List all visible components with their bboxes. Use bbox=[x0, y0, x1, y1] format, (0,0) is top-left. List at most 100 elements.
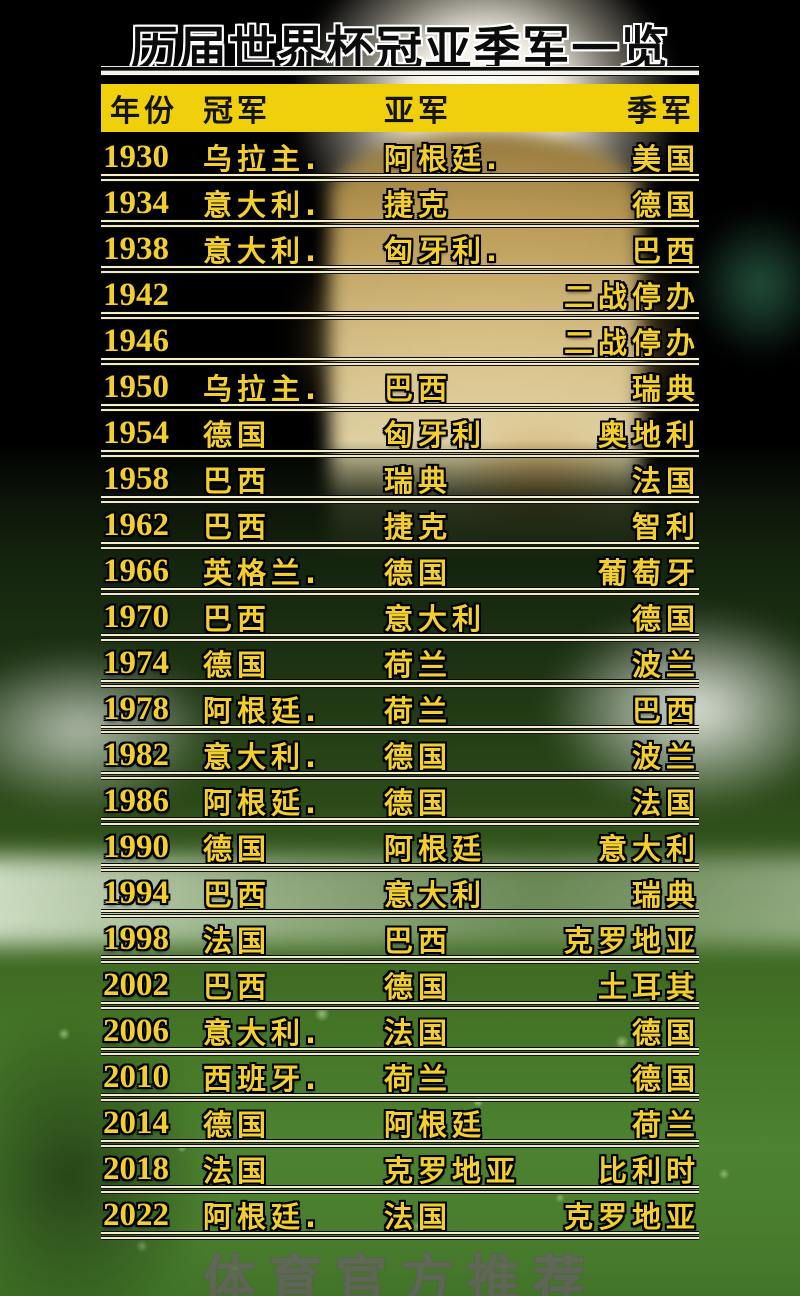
row-divider bbox=[101, 449, 699, 458]
row-divider bbox=[101, 1047, 699, 1056]
third-place-cell: 巴西 bbox=[631, 694, 700, 728]
third-place-cell: 法国 bbox=[631, 786, 700, 820]
champion-cell: 德国 bbox=[203, 648, 272, 682]
table-row: 1970 巴西 意大利 德国 bbox=[101, 596, 699, 642]
champion-cell: 巴西 bbox=[203, 878, 272, 912]
year-cell: 1970 bbox=[103, 598, 169, 635]
row-divider bbox=[101, 863, 699, 872]
year-cell: 1930 bbox=[103, 138, 169, 175]
third-place-cell: 克罗地亚 bbox=[563, 1200, 700, 1234]
table-header-row: 年份 冠军 亚军 季军 bbox=[101, 84, 699, 132]
table-row: 2014 德国 阿根廷 荷兰 bbox=[101, 1102, 699, 1148]
table-row: 2022 阿根廷. 法国 克罗地亚 bbox=[101, 1194, 699, 1240]
runner-up-cell: 克罗地亚 bbox=[384, 1154, 521, 1188]
row-divider bbox=[101, 1001, 699, 1010]
third-place-cell: 巴西 bbox=[631, 234, 700, 268]
runner-up-cell: 阿根廷 bbox=[384, 832, 487, 866]
year-cell: 2014 bbox=[103, 1104, 169, 1141]
year-cell: 1994 bbox=[103, 874, 169, 911]
row-divider bbox=[101, 771, 699, 780]
runner-up-cell: 巴西 bbox=[384, 924, 453, 958]
table-row: 1994 巴西 意大利 瑞典 bbox=[101, 872, 699, 918]
table-row: 1962 巴西 捷克 智利 bbox=[101, 504, 699, 550]
year-cell: 2002 bbox=[103, 966, 169, 1003]
table-row: 1930 乌拉主. 阿根廷. 美国 bbox=[101, 136, 699, 182]
champion-cell: 阿根延. bbox=[203, 786, 322, 820]
year-cell: 2006 bbox=[103, 1012, 169, 1049]
champion-cell: 阿根廷. bbox=[203, 694, 322, 728]
row-divider bbox=[101, 311, 699, 320]
third-place-cell: 德国 bbox=[631, 1016, 700, 1050]
runner-up-cell: 阿根廷 bbox=[384, 1108, 487, 1142]
table-row: 1966 英格兰. 德国 葡萄牙 bbox=[101, 550, 699, 596]
row-divider bbox=[101, 587, 699, 596]
third-place-cell: 葡萄牙 bbox=[597, 556, 700, 590]
third-place-cell: 比利时 bbox=[597, 1154, 700, 1188]
table-row: 1938 意大利. 匈牙利. 巴西 bbox=[101, 228, 699, 274]
row-divider bbox=[101, 495, 699, 504]
year-cell: 1966 bbox=[103, 552, 169, 589]
table-row: 1954 德国 匈牙利 奥地利 bbox=[101, 412, 699, 458]
table-row: 2018 法国 克罗地亚 比利时 bbox=[101, 1148, 699, 1194]
champion-cell: 英格兰. bbox=[203, 556, 322, 590]
champion-cell: 西班牙. bbox=[203, 1062, 322, 1096]
table-row: 1978 阿根廷. 荷兰 巴西 bbox=[101, 688, 699, 734]
third-place-cell: 智利 bbox=[631, 510, 700, 544]
runner-up-cell: 德国 bbox=[384, 786, 453, 820]
year-cell: 1950 bbox=[103, 368, 169, 405]
table-row: 2002 巴西 德国 土耳其 bbox=[101, 964, 699, 1010]
row-divider bbox=[101, 909, 699, 918]
table-row: 1946 二战停办 bbox=[101, 320, 699, 366]
row-divider bbox=[101, 633, 699, 642]
year-cell: 1998 bbox=[103, 920, 169, 957]
row-divider bbox=[101, 725, 699, 734]
row-divider bbox=[101, 679, 699, 688]
row-divider bbox=[101, 357, 699, 366]
row-divider bbox=[101, 1185, 699, 1194]
champion-cell: 乌拉主. bbox=[203, 372, 322, 406]
year-cell: 1982 bbox=[103, 736, 169, 773]
row-divider bbox=[101, 817, 699, 826]
year-cell: 1958 bbox=[103, 460, 169, 497]
champion-cell: 巴西 bbox=[203, 510, 272, 544]
third-place-cell: 法国 bbox=[631, 464, 700, 498]
champion-cell: 意大利. bbox=[203, 1016, 322, 1050]
header-year: 年份 bbox=[110, 94, 178, 129]
runner-up-cell: 法国 bbox=[384, 1016, 453, 1050]
background-green-patch bbox=[690, 210, 800, 360]
table-row: 1950 乌拉主. 巴西 瑞典 bbox=[101, 366, 699, 412]
third-place-cell: 德国 bbox=[631, 188, 700, 222]
row-divider bbox=[101, 1093, 699, 1102]
row-divider bbox=[101, 955, 699, 964]
third-place-cell: 瑞典 bbox=[631, 372, 700, 406]
year-cell: 1990 bbox=[103, 828, 169, 865]
third-place-cell: 波兰 bbox=[631, 648, 700, 682]
row-divider bbox=[101, 219, 699, 228]
year-cell: 1978 bbox=[103, 690, 169, 727]
runner-up-cell: 匈牙利 bbox=[384, 418, 487, 452]
third-place-cell: 意大利 bbox=[597, 832, 700, 866]
year-cell: 1942 bbox=[103, 276, 169, 313]
runner-up-cell: 荷兰 bbox=[384, 1062, 453, 1096]
third-place-cell: 瑞典 bbox=[631, 878, 700, 912]
champion-cell: 法国 bbox=[203, 1154, 272, 1188]
year-cell: 2022 bbox=[103, 1196, 169, 1233]
row-divider bbox=[101, 173, 699, 182]
third-place-cell: 波兰 bbox=[631, 740, 700, 774]
row-divider bbox=[101, 265, 699, 274]
runner-up-cell: 荷兰 bbox=[384, 694, 453, 728]
row-divider bbox=[101, 403, 699, 412]
runner-up-cell: 德国 bbox=[384, 556, 453, 590]
champion-cell: 意大利. bbox=[203, 188, 322, 222]
champion-cell: 意大利. bbox=[203, 234, 322, 268]
runner-up-cell: 匈牙利. bbox=[384, 234, 503, 268]
champion-cell: 巴西 bbox=[203, 464, 272, 498]
header-third: 季军 bbox=[627, 94, 695, 129]
champion-cell: 德国 bbox=[203, 832, 272, 866]
champion-cell: 意大利. bbox=[203, 740, 322, 774]
third-place-cell: 美国 bbox=[631, 142, 700, 176]
table-row: 1986 阿根延. 德国 法国 bbox=[101, 780, 699, 826]
third-place-cell: 土耳其 bbox=[597, 970, 700, 1004]
runner-up-cell: 意大利 bbox=[384, 878, 487, 912]
